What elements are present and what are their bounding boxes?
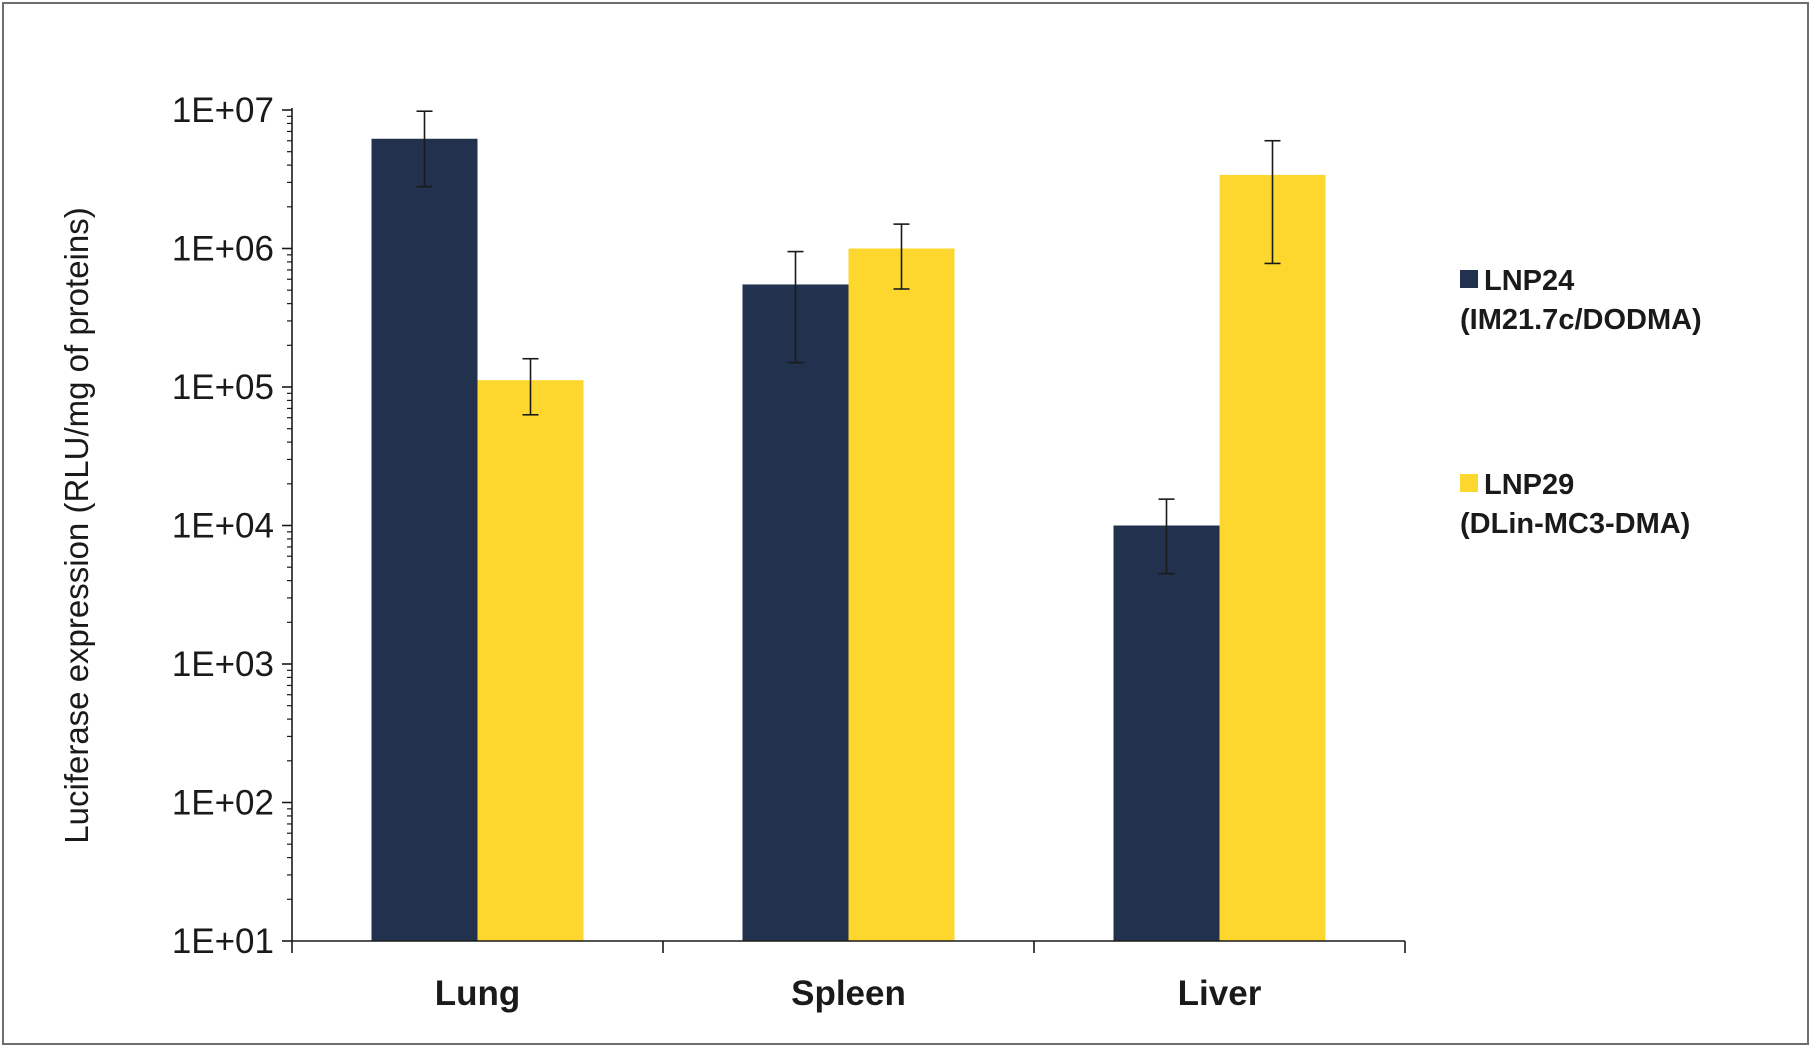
legend: LNP24 (IM21.7c/DODMA) LNP29 (DLin-MC3-DMA) (1460, 265, 1702, 540)
y-tick-label: 1E+05 (172, 368, 274, 407)
legend-entry-lnp24: LNP24 (IM21.7c/DODMA) (1460, 265, 1702, 336)
error-bar-lung-lnp29 (522, 357, 539, 416)
y-tick-label: 1E+04 (172, 507, 274, 546)
error-bar-lung-lnp24 (416, 110, 433, 188)
y-axis-title: Luciferase expression (RLU/mg of protein… (58, 207, 95, 843)
y-tick-label: 1E+06 (172, 230, 274, 269)
error-bar-spleen-lnp29 (893, 223, 910, 290)
x-tick-label-liver: Liver (1178, 974, 1262, 1013)
bar-liver-lnp24 (1113, 525, 1220, 941)
x-tick-label-lung: Lung (435, 974, 521, 1013)
legend-swatch-lnp29 (1460, 474, 1478, 492)
y-tick-label: 1E+02 (172, 784, 274, 823)
bar-spleen-lnp24 (742, 284, 849, 941)
legend-detail-lnp29: (DLin-MC3-DMA) (1460, 508, 1690, 540)
y-tick-label: 1E+01 (172, 922, 274, 961)
legend-swatch-lnp24 (1460, 270, 1478, 288)
y-tick-label: 1E+03 (172, 645, 274, 684)
error-bar-liver-lnp24 (1158, 498, 1175, 575)
axes-layer (282, 108, 1406, 953)
bar-lung-lnp29 (477, 380, 584, 941)
legend-label-lnp24: LNP24 (1484, 265, 1574, 297)
bar-liver-lnp29 (1219, 174, 1326, 942)
legend-entry-lnp29: LNP29 (DLin-MC3-DMA) (1460, 469, 1690, 540)
bar-chart: Lung Spleen Liver 1E+01 1E+02 1E+03 1E+04 1E+05… (58, 91, 1702, 1013)
legend-label-lnp29: LNP29 (1484, 469, 1574, 501)
error-bar-liver-lnp29 (1264, 139, 1281, 265)
y-tick-label: 1E+07 (172, 91, 274, 130)
legend-detail-lnp24: (IM21.7c/DODMA) (1460, 304, 1702, 336)
labels-layer: Lung Spleen Liver 1E+01 1E+02 1E+03 1E+04 1E+05… (172, 91, 1262, 1013)
error-bars-layer (416, 110, 1281, 575)
error-bar-spleen-lnp24 (787, 250, 804, 364)
x-tick-label-spleen: Spleen (791, 974, 906, 1013)
bar-spleen-lnp29 (848, 248, 955, 941)
bars-layer (371, 138, 1326, 942)
bar-lung-lnp24 (371, 138, 478, 941)
